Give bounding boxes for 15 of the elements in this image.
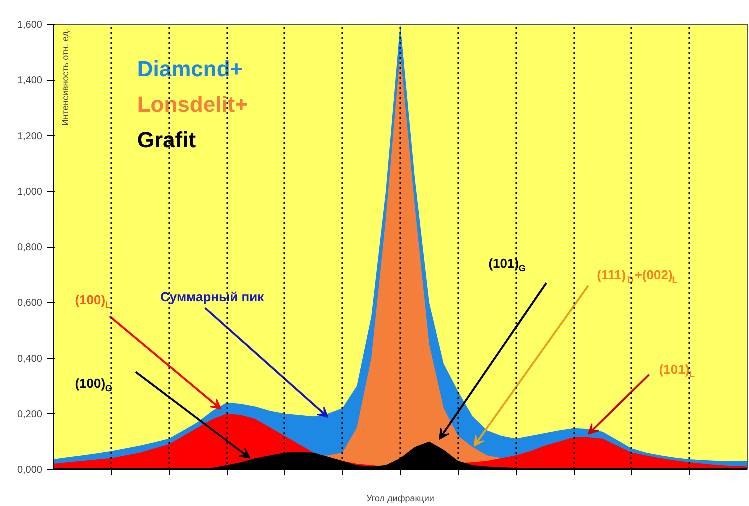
x-axis-title: Угол дифракции	[366, 494, 434, 504]
y-tick-label: 0,800	[17, 242, 43, 254]
y-tick-label: 0,600	[17, 298, 43, 310]
y-tick-label: 1,600	[17, 20, 43, 31]
text: Diamcnd+	[137, 56, 244, 82]
text: Grafit	[137, 128, 197, 153]
text: Lonsdelit+	[137, 92, 248, 118]
annotation: Суммарный пик	[160, 290, 265, 305]
y-axis-title: Интенсивность отн. ед.	[60, 28, 71, 126]
y-tick-label: 0,200	[17, 409, 43, 420]
y-tick-label: 1,400	[17, 76, 43, 87]
y-tick-label: 0,000	[17, 465, 43, 476]
y-tick-label: 1,000	[17, 186, 43, 198]
y-tick-label: 0,400	[17, 354, 43, 365]
y-tick-label: 1,200	[17, 131, 43, 142]
